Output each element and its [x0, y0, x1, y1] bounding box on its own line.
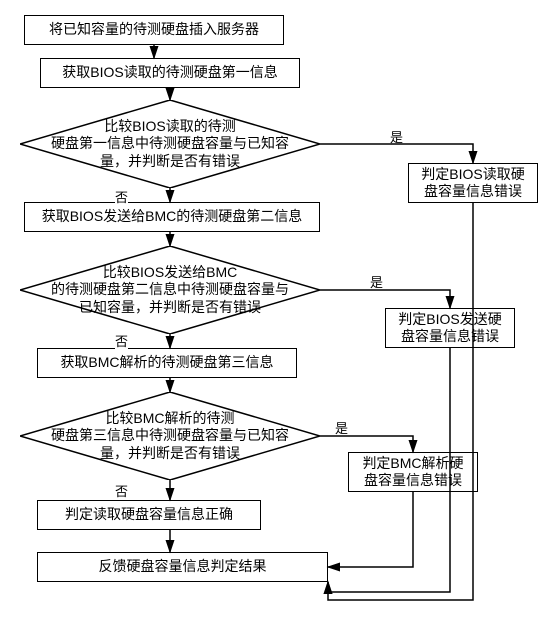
- node-label: 判定BIOS发送硬盘容量信息错误: [398, 311, 501, 346]
- node-get-bios-second: 获取BIOS发送给BMC的待测硬盘第二信息: [24, 202, 320, 232]
- edge-label-yes-2: 是: [370, 272, 383, 291]
- edge-label-no-1: 否: [115, 187, 128, 206]
- node-label: 反馈硬盘容量信息判定结果: [99, 558, 267, 576]
- node-result-bios-read-error: 判定BIOS读取硬盘容量信息错误: [408, 163, 538, 203]
- decision-bios-read: 比较BIOS读取的待测硬盘第一信息中待测硬盘容量与已知容量，并判断是否有错误: [20, 100, 320, 188]
- node-label: 比较BMC解析的待测硬盘第三信息中待测硬盘容量与已知容量，并判断是否有错误: [51, 410, 289, 463]
- node-label: 比较BIOS读取的待测硬盘第一信息中待测硬盘容量与已知容量，并判断是否有错误: [51, 118, 289, 171]
- node-label: 判定BIOS读取硬盘容量信息错误: [421, 166, 524, 201]
- edge-label-yes-1: 是: [390, 127, 403, 146]
- node-label: 将已知容量的待测硬盘插入服务器: [49, 21, 259, 39]
- decision-bios-send: 比较BIOS发送给BMC的待测硬盘第二信息中待测硬盘容量与已知容量，并判断是否有…: [20, 246, 320, 334]
- flowchart-canvas: 将已知容量的待测硬盘插入服务器 获取BIOS读取的待测硬盘第一信息 判定BIOS…: [10, 10, 548, 620]
- node-label: 获取BIOS读取的待测硬盘第一信息: [62, 64, 277, 82]
- node-result-bmc-parse-error: 判定BMC解析硬盘容量信息错误: [348, 452, 478, 492]
- node-insert-disk: 将已知容量的待测硬盘插入服务器: [24, 15, 284, 45]
- node-label: 获取BIOS发送给BMC的待测硬盘第二信息: [42, 208, 303, 226]
- decision-bmc-parse: 比较BMC解析的待测硬盘第三信息中待测硬盘容量与已知容量，并判断是否有错误: [20, 392, 320, 480]
- node-get-bios-first: 获取BIOS读取的待测硬盘第一信息: [40, 58, 300, 88]
- node-label: 判定BMC解析硬盘容量信息错误: [362, 455, 463, 490]
- node-get-bmc-third: 获取BMC解析的待测硬盘第三信息: [37, 348, 297, 378]
- edge-label-yes-3: 是: [335, 418, 348, 437]
- node-label: 比较BIOS发送给BMC的待测硬盘第二信息中待测硬盘容量与已知容量，并判断是否有…: [51, 264, 289, 317]
- node-result-bios-send-error: 判定BIOS发送硬盘容量信息错误: [385, 308, 515, 348]
- node-read-correct: 判定读取硬盘容量信息正确: [37, 500, 261, 530]
- node-label: 获取BMC解析的待测硬盘第三信息: [60, 354, 273, 372]
- edge-label-no-2: 否: [115, 331, 128, 350]
- node-label: 判定读取硬盘容量信息正确: [65, 506, 233, 524]
- edge-label-no-3: 否: [115, 481, 128, 500]
- node-feedback: 反馈硬盘容量信息判定结果: [37, 552, 328, 582]
